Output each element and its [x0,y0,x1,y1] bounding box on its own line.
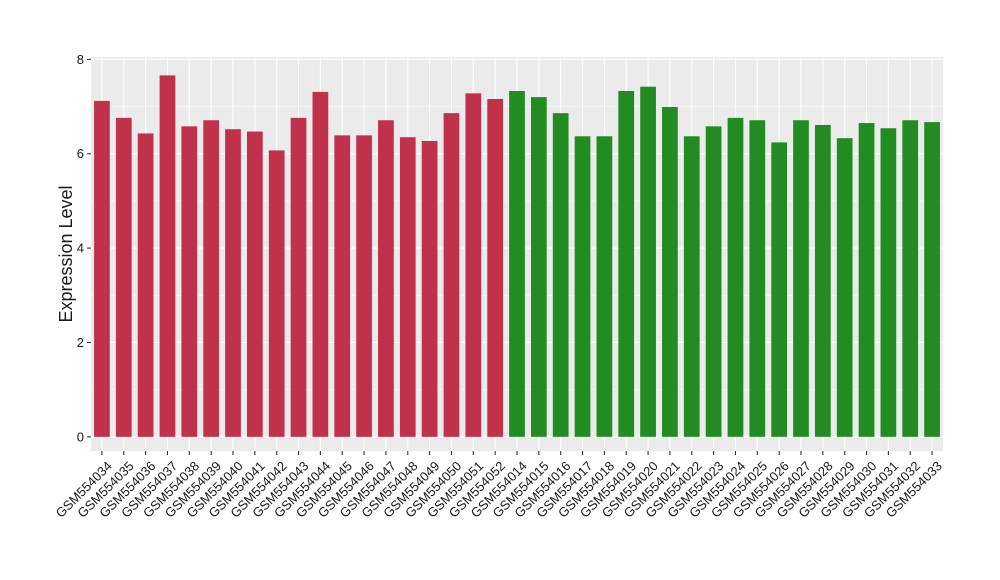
bar-GSM554033 [924,122,940,437]
y-tick-label: 4 [77,241,84,256]
bar-GSM554045 [334,135,351,437]
bar-GSM554049 [421,140,438,437]
bar-GSM554021 [662,107,678,437]
bar-GSM554028 [814,124,831,437]
bar-GSM554020 [640,86,656,437]
bars [94,75,940,437]
bar-GSM554041 [246,131,263,437]
y-tick-label: 6 [77,146,84,161]
bar-GSM554043 [290,117,307,437]
bar-GSM554025 [749,120,766,437]
bar-GSM554048 [399,137,416,437]
x-axis: GSM554034GSM554035GSM554036GSM554037GSM5… [53,451,945,521]
bar-GSM554018 [596,136,613,437]
bar-GSM554032 [902,120,919,437]
bar-GSM554037 [159,75,176,437]
bar-GSM554014 [509,90,525,437]
bar-GSM554039 [203,120,220,437]
bar-GSM554017 [574,136,591,437]
bar-GSM554035 [115,117,132,437]
bar-GSM554040 [225,129,241,437]
bar-GSM554034 [94,100,110,437]
bar-GSM554052 [487,98,504,437]
y-tick-label: 8 [77,52,84,67]
bar-GSM554029 [836,138,853,437]
bar-GSM554019 [618,90,635,437]
bar-GSM554042 [268,150,285,437]
bar-GSM554027 [793,120,809,437]
bar-GSM554031 [880,128,897,437]
bar-GSM554050 [443,113,460,437]
y-tick-label: 0 [77,429,84,444]
bar-GSM554016 [552,113,569,437]
bar-GSM554030 [858,123,875,437]
bar-GSM554036 [137,133,154,437]
y-axis: 0 2 4 6 8 [77,52,91,444]
bar-GSM554024 [727,117,744,437]
bar-GSM554047 [378,120,394,437]
bar-GSM554026 [771,142,788,437]
bar-GSM554038 [181,126,198,437]
bar-GSM554022 [683,136,700,437]
bar-GSM554044 [312,91,329,437]
y-axis-label: Expression Level [56,185,76,322]
bar-GSM554023 [705,126,722,437]
y-tick-label: 2 [77,335,84,350]
bar-GSM554046 [356,135,372,437]
bar-GSM554051 [465,93,482,437]
bar-GSM554015 [530,97,547,437]
